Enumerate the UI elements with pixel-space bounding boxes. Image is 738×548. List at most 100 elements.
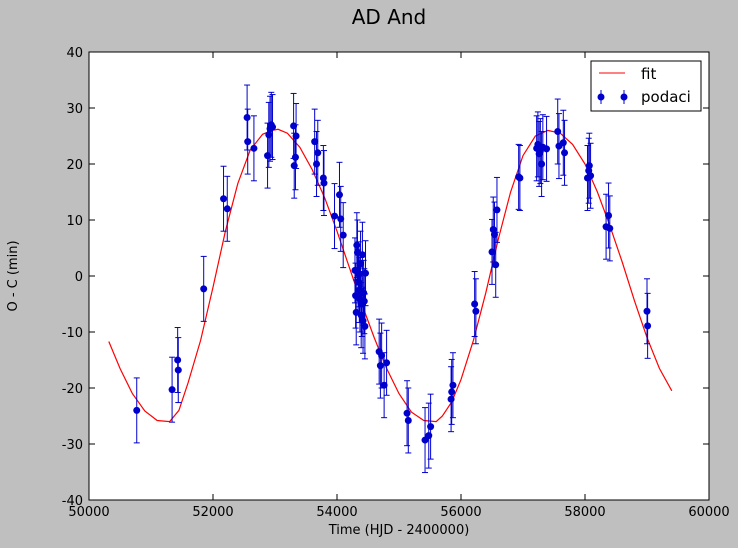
point-marker	[472, 307, 480, 315]
point-marker	[313, 160, 321, 168]
point-marker	[358, 251, 366, 259]
point-marker	[337, 215, 345, 223]
y-tick-label: -30	[62, 438, 83, 453]
x-tick-label: 52000	[192, 505, 233, 520]
point-marker	[311, 138, 319, 146]
y-tick-label: -40	[62, 494, 83, 509]
data-point	[168, 356, 176, 423]
point-marker	[200, 285, 208, 293]
data-point	[538, 131, 546, 197]
data-point	[492, 231, 500, 298]
y-tick-label: 40	[66, 46, 83, 61]
point-marker	[471, 300, 479, 308]
point-marker	[376, 362, 384, 370]
point-marker	[133, 406, 141, 414]
point-marker	[361, 322, 369, 330]
point-marker	[244, 138, 252, 146]
point-marker	[492, 261, 500, 269]
data-point	[403, 380, 411, 447]
data-point	[362, 240, 370, 307]
point-marker	[320, 179, 328, 187]
point-marker	[353, 241, 361, 249]
x-tick-label: 54000	[316, 505, 357, 520]
data-point	[489, 196, 497, 263]
point-marker	[339, 231, 347, 239]
point-marker	[174, 356, 182, 364]
point-marker	[587, 172, 595, 180]
legend-podaci-marker	[597, 93, 605, 101]
point-marker	[554, 128, 562, 136]
x-tick-label: 60000	[688, 505, 729, 520]
data-point	[223, 175, 231, 242]
data-point	[516, 145, 524, 211]
chart-title: AD And	[352, 5, 427, 29]
data-point	[448, 358, 456, 425]
data-point	[292, 103, 300, 169]
point-marker	[220, 195, 228, 203]
point-marker	[174, 366, 182, 374]
data-point	[376, 332, 384, 399]
point-marker	[561, 149, 569, 157]
data-point	[174, 337, 182, 404]
point-marker	[643, 307, 651, 315]
legend: fit podaci	[590, 60, 702, 112]
point-marker	[362, 269, 370, 277]
data-point	[404, 387, 412, 454]
point-marker	[606, 224, 614, 232]
point-marker	[449, 381, 457, 389]
axis-ticks: 50000 52000 54000 56000 58000 60000 -40 -30 -20 -…	[62, 46, 730, 520]
data-point	[320, 150, 328, 217]
point-marker	[605, 212, 613, 220]
point-marker	[380, 381, 388, 389]
data-point	[644, 292, 652, 359]
data-points-layer	[133, 84, 652, 474]
data-point	[472, 278, 480, 345]
point-marker	[360, 289, 368, 297]
data-point	[493, 176, 501, 243]
point-marker	[291, 153, 299, 161]
x-tick-label: 56000	[440, 505, 481, 520]
data-point	[606, 195, 614, 262]
data-point	[361, 293, 369, 360]
point-marker	[292, 132, 300, 140]
data-point	[265, 101, 273, 168]
data-point	[605, 182, 613, 249]
legend-label-podaci: podaci	[641, 88, 691, 106]
y-tick-label: 20	[66, 158, 83, 173]
point-marker	[168, 386, 176, 394]
data-point	[339, 202, 347, 269]
data-point	[643, 278, 651, 345]
data-point	[559, 109, 567, 176]
x-tick-label: 50000	[68, 505, 109, 520]
data-point	[133, 377, 141, 444]
point-marker	[585, 162, 593, 170]
point-marker	[335, 191, 343, 199]
point-marker	[543, 145, 551, 153]
legend-label-fit: fit	[641, 65, 656, 83]
data-point	[587, 142, 595, 209]
point-marker	[488, 248, 496, 256]
point-marker	[357, 260, 365, 268]
point-marker	[403, 409, 411, 417]
data-point	[543, 115, 551, 182]
data-point	[378, 322, 386, 389]
x-axis-label: Time (HJD - 2400000)	[328, 523, 470, 538]
data-point	[200, 255, 208, 322]
data-point	[314, 119, 322, 186]
point-marker	[427, 423, 435, 431]
data-point	[244, 108, 252, 175]
data-point	[358, 221, 366, 288]
data-point	[331, 183, 339, 250]
point-marker	[314, 149, 322, 157]
y-tick-label: -10	[62, 326, 83, 341]
point-marker	[265, 131, 273, 139]
y-tick-label: -20	[62, 382, 83, 397]
point-marker	[538, 160, 546, 168]
point-marker	[269, 123, 277, 131]
point-marker	[250, 144, 258, 152]
legend-podaci-marker-2	[620, 93, 628, 101]
data-point	[337, 185, 345, 252]
point-marker	[493, 206, 501, 214]
